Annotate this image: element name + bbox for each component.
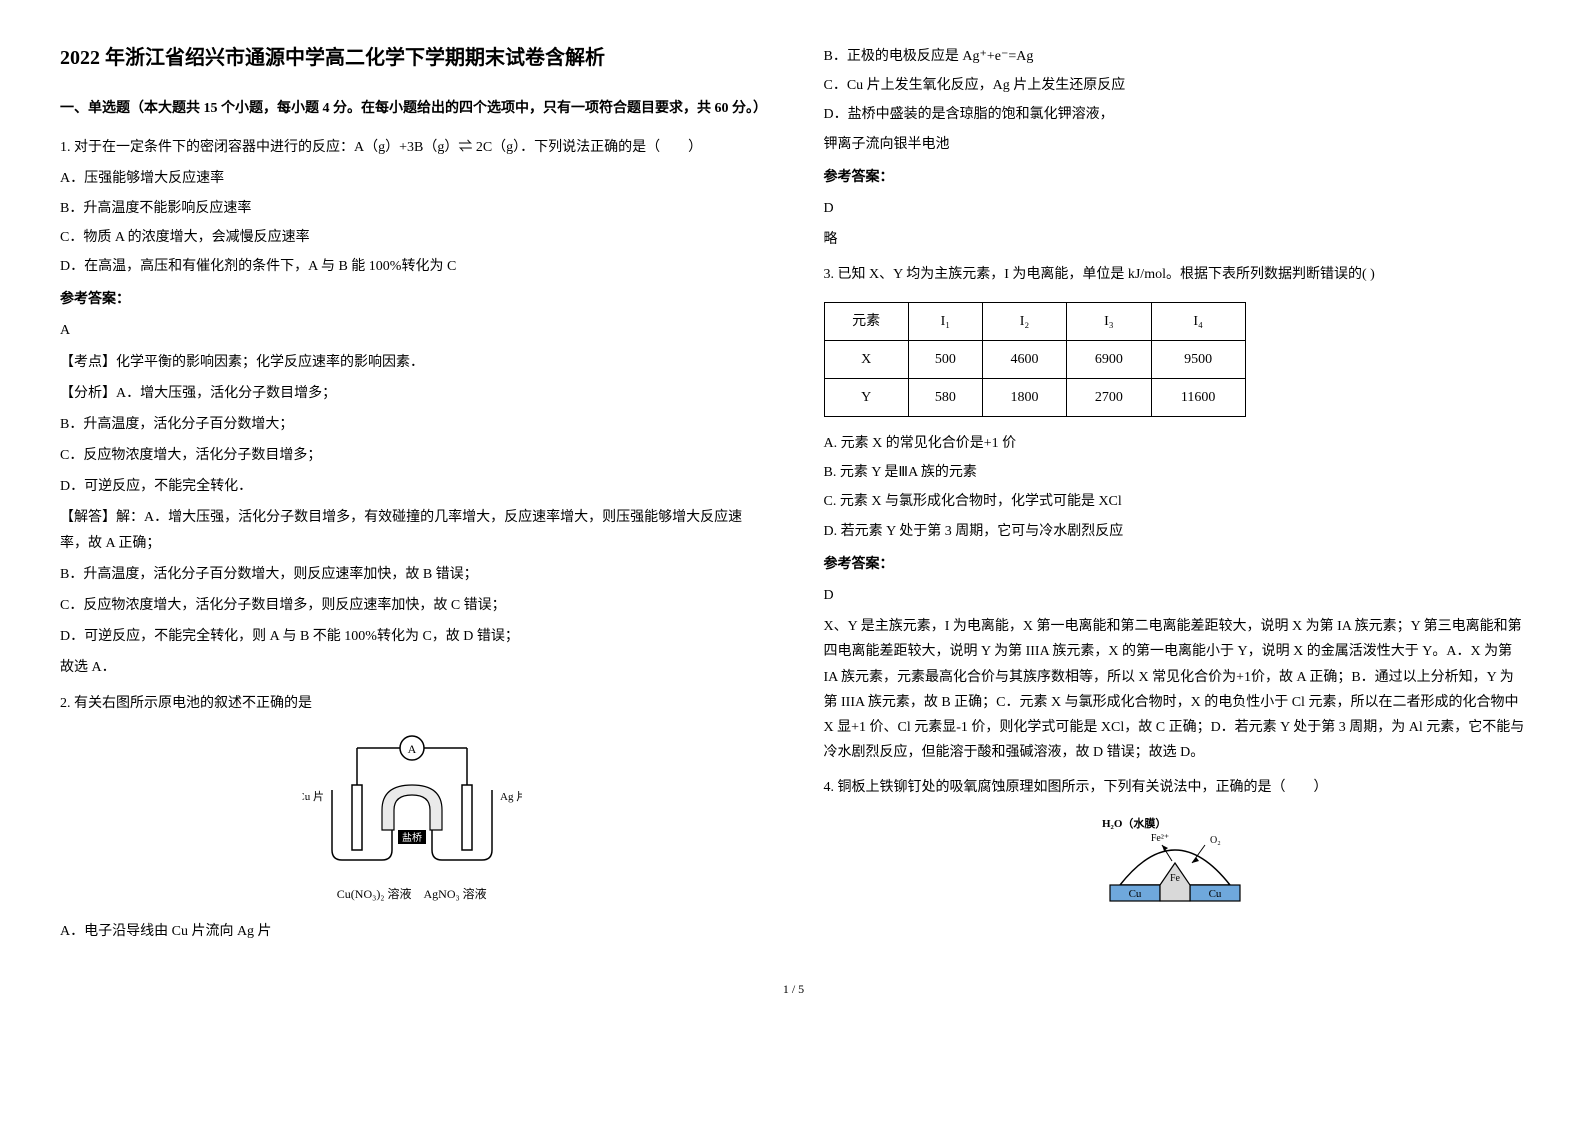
q4-label-o2: O₂ xyxy=(1210,835,1221,846)
q3-opt-d: D. 若元素 Y 处于第 3 周期，它可与冷水剧烈反应 xyxy=(824,519,1528,544)
q3-opt-a: A. 元素 X 的常见化合价是+1 价 xyxy=(824,431,1528,456)
q1-fenxi-d: D．可逆反应，不能完全转化． xyxy=(60,474,764,499)
table-row: Y 580 1800 2700 11600 xyxy=(824,378,1245,416)
q4-figure: H₂O（水膜） Cu Cu Fe Fe²⁺ O₂ xyxy=(824,815,1528,905)
q1-kaodian: 【考点】化学平衡的影响因素；化学反应速率的影响因素． xyxy=(60,350,764,375)
cell: 500 xyxy=(908,340,982,378)
q2-figcap: Cu(NO₃)₂ 溶液 AgNO₃ 溶液 xyxy=(60,884,764,906)
q1-jieda-d: D．可逆反应，不能完全转化，则 A 与 B 不能 100%转化为 C，故 D 错… xyxy=(60,624,764,649)
q1-jieda-c: C．反应物浓度增大，活化分子数目增多，则反应速率加快，故 C 错误； xyxy=(60,593,764,618)
q2-label-bridge: 盐桥 xyxy=(402,831,422,844)
q2-stem: 2. 有关右图所示原电池的叙述不正确的是 xyxy=(60,691,764,716)
q4-label-water: H₂O（水膜） xyxy=(1102,816,1166,830)
table-header-row: 元素 I₁ I₂ I₃ I₄ xyxy=(824,302,1245,340)
q1-ans: A xyxy=(60,318,764,343)
q3-ans: D xyxy=(824,583,1528,608)
th-i3: I₃ xyxy=(1067,302,1151,340)
table-row: X 500 4600 6900 9500 xyxy=(824,340,1245,378)
q4-svg: H₂O（水膜） Cu Cu Fe Fe²⁺ O₂ xyxy=(1100,815,1250,905)
q2-svg: A Cu 片 Ag 片 盐桥 xyxy=(302,730,522,880)
page: 2022 年浙江省绍兴市通源中学高二化学下学期期末试卷含解析 一、单选题（本大题… xyxy=(60,40,1527,949)
q2-ans: D xyxy=(824,196,1528,221)
th-i4: I₄ xyxy=(1151,302,1245,340)
q1-ans-label: 参考答案： xyxy=(60,287,764,312)
cell: 580 xyxy=(908,378,982,416)
cell: 4600 xyxy=(982,340,1066,378)
q3-ans-label: 参考答案： xyxy=(824,552,1528,577)
q2-cap-right: AgNO₃ 溶液 xyxy=(424,887,487,901)
q1-jieda-a: 【解答】解：A．增大压强，活化分子数目增多，有效碰撞的几率增大，反应速率增大，则… xyxy=(60,505,764,555)
th-i2: I₂ xyxy=(982,302,1066,340)
q1-opt-b: B．升高温度不能影响反应速率 xyxy=(60,196,764,221)
q2-opt-c: C．Cu 片上发生氧化反应，Ag 片上发生还原反应 xyxy=(824,73,1528,98)
cell: Y xyxy=(824,378,908,416)
q4-label-cu-l: Cu xyxy=(1129,888,1142,900)
q3-sol: X、Y 是主族元素，I 为电离能，X 第一电离能和第二电离能差距较大，说明 X … xyxy=(824,614,1528,765)
q2-note: 略 xyxy=(824,227,1528,252)
q3-stem: 3. 已知 X、Y 均为主族元素，I 为电离能，单位是 kJ/mol。根据下表所… xyxy=(824,262,1528,287)
th-i1: I₁ xyxy=(908,302,982,340)
q4-label-cu-r: Cu xyxy=(1209,888,1222,900)
q2-label-cu: Cu 片 xyxy=(302,790,324,803)
q4-stem: 4. 铜板上铁铆钉处的吸氧腐蚀原理如图所示，下列有关说法中，正确的是（ ） xyxy=(824,775,1528,800)
section-head: 一、单选题（本大题共 15 个小题，每小题 4 分。在每小题给出的四个选项中，只… xyxy=(60,96,764,121)
q1-fenxi-b: B．升高温度，活化分子百分数增大； xyxy=(60,412,764,437)
q4-label-fe2: Fe²⁺ xyxy=(1151,833,1169,844)
q2-label-A: A xyxy=(407,742,416,756)
q1-jieda-end: 故选 A． xyxy=(60,655,764,680)
right-column: B．正极的电极反应是 Ag⁺+e⁻=Ag C．Cu 片上发生氧化反应，Ag 片上… xyxy=(824,40,1528,949)
cell: 9500 xyxy=(1151,340,1245,378)
q2-opt-d: D．盐桥中盛装的是含琼脂的饱和氯化钾溶液， xyxy=(824,102,1528,127)
q1-fenxi-c: C．反应物浓度增大，活化分子数目增多； xyxy=(60,443,764,468)
left-column: 2022 年浙江省绍兴市通源中学高二化学下学期期末试卷含解析 一、单选题（本大题… xyxy=(60,40,764,949)
q3-opt-c: C. 元素 X 与氯形成化合物时，化学式可能是 XCl xyxy=(824,489,1528,514)
q2-opt-a: A．电子沿导线由 Cu 片流向 Ag 片 xyxy=(60,919,764,944)
q2-ans-label: 参考答案： xyxy=(824,165,1528,190)
th-element: 元素 xyxy=(824,302,908,340)
page-number: 1 / 5 xyxy=(60,979,1527,1001)
q1-fenxi-a: 【分析】A．增大压强，活化分子数目增多； xyxy=(60,381,764,406)
q2-figure: A Cu 片 Ag 片 盐桥 Cu(NO₃)₂ 溶液 xyxy=(60,730,764,906)
q1-stem: 1. 对于在一定条件下的密闭容器中进行的反应：A（g）+3B（g）⇌ 2C（g）… xyxy=(60,135,764,160)
cell: 1800 xyxy=(982,378,1066,416)
q2-opt-d2: 钾离子流向银半电池 xyxy=(824,132,1528,157)
cell: X xyxy=(824,340,908,378)
cell: 6900 xyxy=(1067,340,1151,378)
q1-opt-a: A．压强能够增大反应速率 xyxy=(60,166,764,191)
q2-cap-left: Cu(NO₃)₂ 溶液 xyxy=(337,887,412,901)
q2-label-ag: Ag 片 xyxy=(500,790,522,803)
cell: 2700 xyxy=(1067,378,1151,416)
cell: 11600 xyxy=(1151,378,1245,416)
q1-opt-d: D．在高温，高压和有催化剂的条件下，A 与 B 能 100%转化为 C xyxy=(60,254,764,279)
q4-label-fe: Fe xyxy=(1170,873,1181,884)
q2-opt-b: B．正极的电极反应是 Ag⁺+e⁻=Ag xyxy=(824,44,1528,69)
q3-table: 元素 I₁ I₂ I₃ I₄ X 500 4600 6900 9500 Y 58… xyxy=(824,302,1246,418)
document-title: 2022 年浙江省绍兴市通源中学高二化学下学期期末试卷含解析 xyxy=(60,40,764,76)
q1-jieda-b: B．升高温度，活化分子百分数增大，则反应速率加快，故 B 错误； xyxy=(60,562,764,587)
q3-opt-b: B. 元素 Y 是ⅢA 族的元素 xyxy=(824,460,1528,485)
q1-opt-c: C．物质 A 的浓度增大，会减慢反应速率 xyxy=(60,225,764,250)
